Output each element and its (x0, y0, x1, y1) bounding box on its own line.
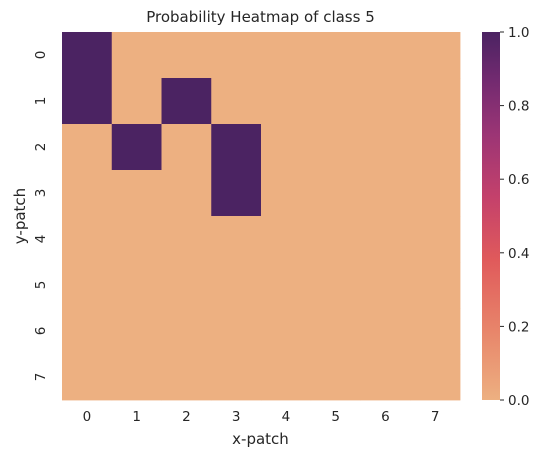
colorbar-tick-label: 0.8 (508, 99, 529, 115)
heatmap-cell (161, 262, 212, 309)
heatmap-cell (111, 170, 162, 217)
heatmap-cell (410, 124, 461, 171)
x-tick-label: 7 (431, 409, 440, 425)
x-tick-label: 0 (83, 409, 92, 425)
heatmap-cell (111, 308, 162, 355)
heatmap-cell (111, 32, 162, 79)
y-tick-label: 5 (33, 281, 49, 290)
heatmap-cell (111, 354, 162, 401)
colorbar-tick-label: 0.2 (508, 319, 529, 335)
heatmap-cell (62, 32, 113, 79)
heatmap-cell (161, 78, 212, 125)
colorbar-tick-label: 0.0 (508, 393, 529, 409)
x-tick-label: 5 (331, 409, 340, 425)
x-tick-label: 6 (381, 409, 390, 425)
heatmap-cell (261, 354, 312, 401)
heatmap-cell (161, 170, 212, 217)
heatmap-cell (211, 262, 262, 309)
heatmap-cell (111, 216, 162, 263)
x-tick-label: 1 (132, 409, 141, 425)
heatmap-cell (211, 32, 262, 79)
x-tick-label: 3 (232, 409, 241, 425)
heatmap-cell (310, 124, 361, 171)
x-axis-label: x-patch (232, 430, 289, 448)
heatmap-cell (261, 216, 312, 263)
heatmap-cell (310, 308, 361, 355)
chart-title: Probability Heatmap of class 5 (146, 8, 375, 26)
heatmap-cell (410, 170, 461, 217)
heatmap-cell (211, 354, 262, 401)
heatmap-cell (62, 124, 113, 171)
heatmap-cell (62, 354, 113, 401)
x-axis-ticks: 0 1 2 3 4 5 6 7 (83, 409, 440, 425)
heatmap-cell (211, 170, 262, 217)
heatmap-cell (261, 32, 312, 79)
heatmap-cell (211, 78, 262, 125)
heatmap-cell (62, 262, 113, 309)
heatmap-cell (62, 78, 113, 125)
y-tick-label: 7 (33, 373, 49, 382)
heatmap-cell (161, 216, 212, 263)
heatmap-cell (360, 262, 411, 309)
heatmap-cell (360, 124, 411, 171)
heatmap-cell (261, 262, 312, 309)
y-tick-label: 2 (33, 143, 49, 152)
heatmap-cell (211, 308, 262, 355)
heatmap-cell (261, 308, 312, 355)
heatmap-cell (360, 354, 411, 401)
heatmap-cell (211, 124, 262, 171)
heatmap-cell (410, 354, 461, 401)
heatmap-cell (310, 32, 361, 79)
y-tick-label: 1 (33, 97, 49, 106)
heatmap-cell (161, 354, 212, 401)
heatmap-cell (310, 216, 361, 263)
heatmap-cell (62, 216, 113, 263)
heatmap-cell (111, 78, 162, 125)
heatmap-cell (310, 78, 361, 125)
heatmap-cell (360, 32, 411, 79)
heatmap-cell (161, 124, 212, 171)
heatmap-cell (410, 308, 461, 355)
heatmap-cell (111, 262, 162, 309)
y-tick-label: 0 (33, 51, 49, 60)
colorbar-ticks: 0.0 0.2 0.4 0.6 0.8 1.0 (500, 25, 529, 409)
heatmap-cell (261, 78, 312, 125)
heatmap-cell (111, 124, 162, 171)
heatmap-cell (410, 78, 461, 125)
y-axis-ticks: 0 1 2 3 4 5 6 7 (33, 51, 49, 382)
y-tick-label: 4 (33, 235, 49, 244)
heatmap-cell (161, 308, 212, 355)
heatmap-cell (211, 216, 262, 263)
heatmap-cell (161, 32, 212, 79)
colorbar-tick-label: 0.4 (508, 246, 529, 262)
x-tick-label: 4 (282, 409, 291, 425)
y-tick-label: 6 (33, 327, 49, 336)
heatmap-cell (310, 170, 361, 217)
heatmap-cell (360, 78, 411, 125)
heatmap-cell (62, 308, 113, 355)
colorbar-tick-label: 1.0 (508, 25, 529, 41)
y-axis-label: y-patch (11, 188, 29, 244)
heatmap-cell (310, 354, 361, 401)
heatmap-cell (360, 170, 411, 217)
heatmap-cell (261, 170, 312, 217)
heatmap-cell (62, 170, 113, 217)
heatmap-cell (261, 124, 312, 171)
y-tick-label: 3 (33, 189, 49, 198)
x-tick-label: 2 (182, 409, 191, 425)
heatmap-cell (410, 216, 461, 263)
colorbar-tick-label: 0.6 (508, 172, 529, 188)
heatmap-cell (360, 308, 411, 355)
heatmap-cell (410, 262, 461, 309)
colorbar (482, 32, 500, 400)
heatmap-cells (62, 32, 461, 401)
heatmap-cell (360, 216, 411, 263)
heatmap-cell (410, 32, 461, 79)
heatmap-cell (310, 262, 361, 309)
